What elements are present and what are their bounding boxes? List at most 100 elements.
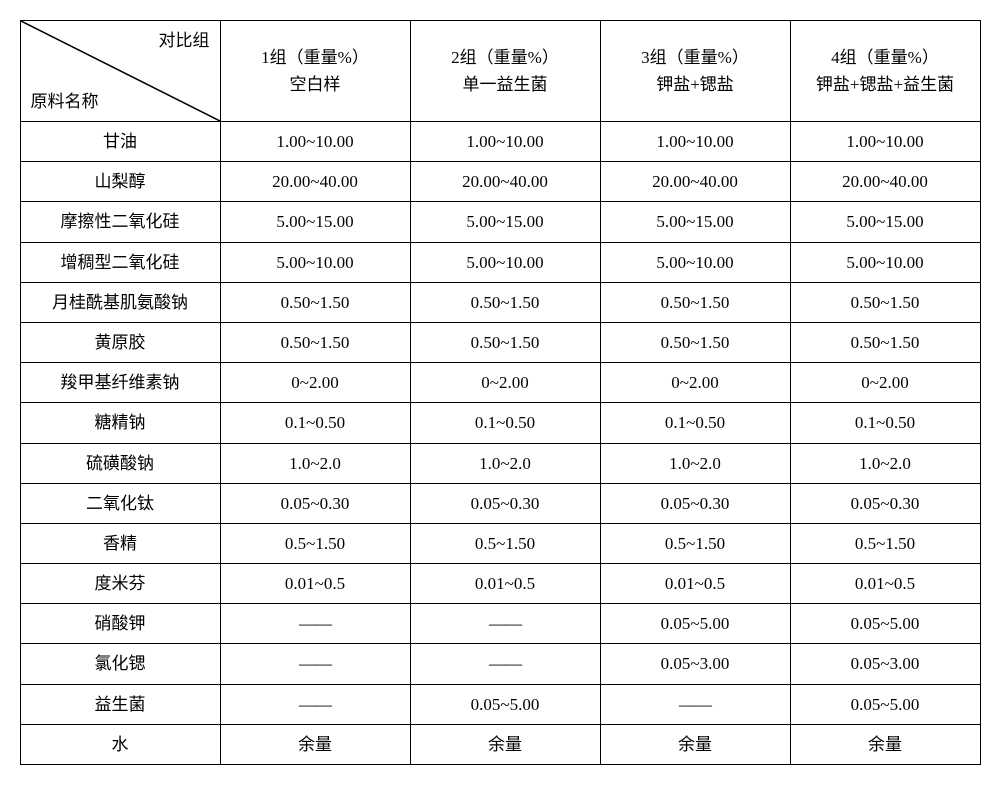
value-cell: 5.00~15.00 bbox=[600, 202, 790, 242]
value-cell: —— bbox=[410, 644, 600, 684]
col-header-line2: 钾盐+锶盐 bbox=[605, 71, 786, 98]
ingredient-name: 黄原胶 bbox=[20, 322, 220, 362]
value-cell: 0.5~1.50 bbox=[220, 523, 410, 563]
ingredient-name: 香精 bbox=[20, 523, 220, 563]
value-cell: 0.01~0.5 bbox=[790, 564, 980, 604]
value-cell: 0.50~1.50 bbox=[600, 282, 790, 322]
value-cell: 5.00~15.00 bbox=[410, 202, 600, 242]
value-cell: 0.05~5.00 bbox=[790, 684, 980, 724]
table-row: 水余量余量余量余量 bbox=[20, 724, 980, 764]
comparison-table: 对比组 原料名称 1组（重量%） 空白样 2组（重量%） 单一益生菌 3组（重量… bbox=[20, 20, 981, 765]
value-cell: 0.50~1.50 bbox=[220, 282, 410, 322]
value-cell: 0.50~1.50 bbox=[220, 322, 410, 362]
table-row: 羧甲基纤维素钠0~2.000~2.000~2.000~2.00 bbox=[20, 363, 980, 403]
table-row: 氯化锶————0.05~3.000.05~3.00 bbox=[20, 644, 980, 684]
value-cell: 20.00~40.00 bbox=[220, 162, 410, 202]
value-cell: 0.05~0.30 bbox=[600, 483, 790, 523]
value-cell: 1.0~2.0 bbox=[410, 443, 600, 483]
value-cell: 20.00~40.00 bbox=[600, 162, 790, 202]
value-cell: 0.1~0.50 bbox=[600, 403, 790, 443]
value-cell: 0.05~5.00 bbox=[600, 604, 790, 644]
diagonal-header-cell: 对比组 原料名称 bbox=[20, 21, 220, 122]
value-cell: 0.05~5.00 bbox=[790, 604, 980, 644]
value-cell: 5.00~10.00 bbox=[790, 242, 980, 282]
value-cell: 0.50~1.50 bbox=[410, 322, 600, 362]
value-cell: 0.01~0.5 bbox=[600, 564, 790, 604]
table-row: 山梨醇20.00~40.0020.00~40.0020.00~40.0020.0… bbox=[20, 162, 980, 202]
value-cell: 余量 bbox=[220, 724, 410, 764]
ingredient-name: 硝酸钾 bbox=[20, 604, 220, 644]
value-cell: 0.1~0.50 bbox=[220, 403, 410, 443]
value-cell: 0.05~0.30 bbox=[220, 483, 410, 523]
ingredient-name: 摩擦性二氧化硅 bbox=[20, 202, 220, 242]
value-cell: 0.01~0.5 bbox=[410, 564, 600, 604]
table-row: 甘油1.00~10.001.00~10.001.00~10.001.00~10.… bbox=[20, 122, 980, 162]
value-cell: 1.0~2.0 bbox=[790, 443, 980, 483]
col-header-2: 2组（重量%） 单一益生菌 bbox=[410, 21, 600, 122]
value-cell: 0.1~0.50 bbox=[410, 403, 600, 443]
table-row: 硫磺酸钠1.0~2.01.0~2.01.0~2.01.0~2.0 bbox=[20, 443, 980, 483]
ingredient-name: 水 bbox=[20, 724, 220, 764]
col-header-4: 4组（重量%） 钾盐+锶盐+益生菌 bbox=[790, 21, 980, 122]
table-row: 香精0.5~1.500.5~1.500.5~1.500.5~1.50 bbox=[20, 523, 980, 563]
col-header-line2: 单一益生菌 bbox=[415, 71, 596, 98]
value-cell: 0.01~0.5 bbox=[220, 564, 410, 604]
value-cell: 5.00~15.00 bbox=[790, 202, 980, 242]
value-cell: —— bbox=[220, 684, 410, 724]
value-cell: 0.50~1.50 bbox=[790, 322, 980, 362]
col-header-line1: 3组（重量%） bbox=[605, 44, 786, 71]
value-cell: 0.05~3.00 bbox=[600, 644, 790, 684]
table-row: 硝酸钾————0.05~5.000.05~5.00 bbox=[20, 604, 980, 644]
col-header-1: 1组（重量%） 空白样 bbox=[220, 21, 410, 122]
value-cell: 0.05~0.30 bbox=[790, 483, 980, 523]
diag-top-label: 对比组 bbox=[159, 27, 210, 54]
value-cell: 1.00~10.00 bbox=[410, 122, 600, 162]
value-cell: 20.00~40.00 bbox=[790, 162, 980, 202]
value-cell: 0~2.00 bbox=[600, 363, 790, 403]
value-cell: 0.50~1.50 bbox=[410, 282, 600, 322]
value-cell: 0.05~3.00 bbox=[790, 644, 980, 684]
table-row: 度米芬0.01~0.50.01~0.50.01~0.50.01~0.5 bbox=[20, 564, 980, 604]
value-cell: —— bbox=[220, 604, 410, 644]
value-cell: 0.05~5.00 bbox=[410, 684, 600, 724]
value-cell: 1.00~10.00 bbox=[790, 122, 980, 162]
value-cell: 0.1~0.50 bbox=[790, 403, 980, 443]
value-cell: 1.0~2.0 bbox=[220, 443, 410, 483]
header-row: 对比组 原料名称 1组（重量%） 空白样 2组（重量%） 单一益生菌 3组（重量… bbox=[20, 21, 980, 122]
ingredient-name: 度米芬 bbox=[20, 564, 220, 604]
value-cell: —— bbox=[410, 604, 600, 644]
value-cell: 1.00~10.00 bbox=[220, 122, 410, 162]
value-cell: 0~2.00 bbox=[410, 363, 600, 403]
value-cell: 0.5~1.50 bbox=[410, 523, 600, 563]
ingredient-name: 月桂酰基肌氨酸钠 bbox=[20, 282, 220, 322]
table-row: 增稠型二氧化硅5.00~10.005.00~10.005.00~10.005.0… bbox=[20, 242, 980, 282]
value-cell: 0~2.00 bbox=[220, 363, 410, 403]
col-header-line1: 1组（重量%） bbox=[225, 44, 406, 71]
table-row: 月桂酰基肌氨酸钠0.50~1.500.50~1.500.50~1.500.50~… bbox=[20, 282, 980, 322]
value-cell: 1.0~2.0 bbox=[600, 443, 790, 483]
value-cell: 5.00~10.00 bbox=[220, 242, 410, 282]
ingredient-name: 氯化锶 bbox=[20, 644, 220, 684]
ingredient-name: 二氧化钛 bbox=[20, 483, 220, 523]
value-cell: 20.00~40.00 bbox=[410, 162, 600, 202]
ingredient-name: 增稠型二氧化硅 bbox=[20, 242, 220, 282]
diag-bottom-label: 原料名称 bbox=[31, 88, 99, 115]
table-row: 糖精钠0.1~0.500.1~0.500.1~0.500.1~0.50 bbox=[20, 403, 980, 443]
value-cell: 0.50~1.50 bbox=[600, 322, 790, 362]
value-cell: 0.5~1.50 bbox=[600, 523, 790, 563]
value-cell: 5.00~10.00 bbox=[410, 242, 600, 282]
col-header-line2: 空白样 bbox=[225, 71, 406, 98]
value-cell: 1.00~10.00 bbox=[600, 122, 790, 162]
ingredient-name: 山梨醇 bbox=[20, 162, 220, 202]
value-cell: 0.5~1.50 bbox=[790, 523, 980, 563]
value-cell: —— bbox=[220, 644, 410, 684]
col-header-3: 3组（重量%） 钾盐+锶盐 bbox=[600, 21, 790, 122]
ingredient-name: 糖精钠 bbox=[20, 403, 220, 443]
value-cell: 5.00~10.00 bbox=[600, 242, 790, 282]
ingredient-name: 硫磺酸钠 bbox=[20, 443, 220, 483]
value-cell: 5.00~15.00 bbox=[220, 202, 410, 242]
value-cell: 余量 bbox=[410, 724, 600, 764]
table-row: 二氧化钛0.05~0.300.05~0.300.05~0.300.05~0.30 bbox=[20, 483, 980, 523]
table-header: 对比组 原料名称 1组（重量%） 空白样 2组（重量%） 单一益生菌 3组（重量… bbox=[20, 21, 980, 122]
table-row: 黄原胶0.50~1.500.50~1.500.50~1.500.50~1.50 bbox=[20, 322, 980, 362]
